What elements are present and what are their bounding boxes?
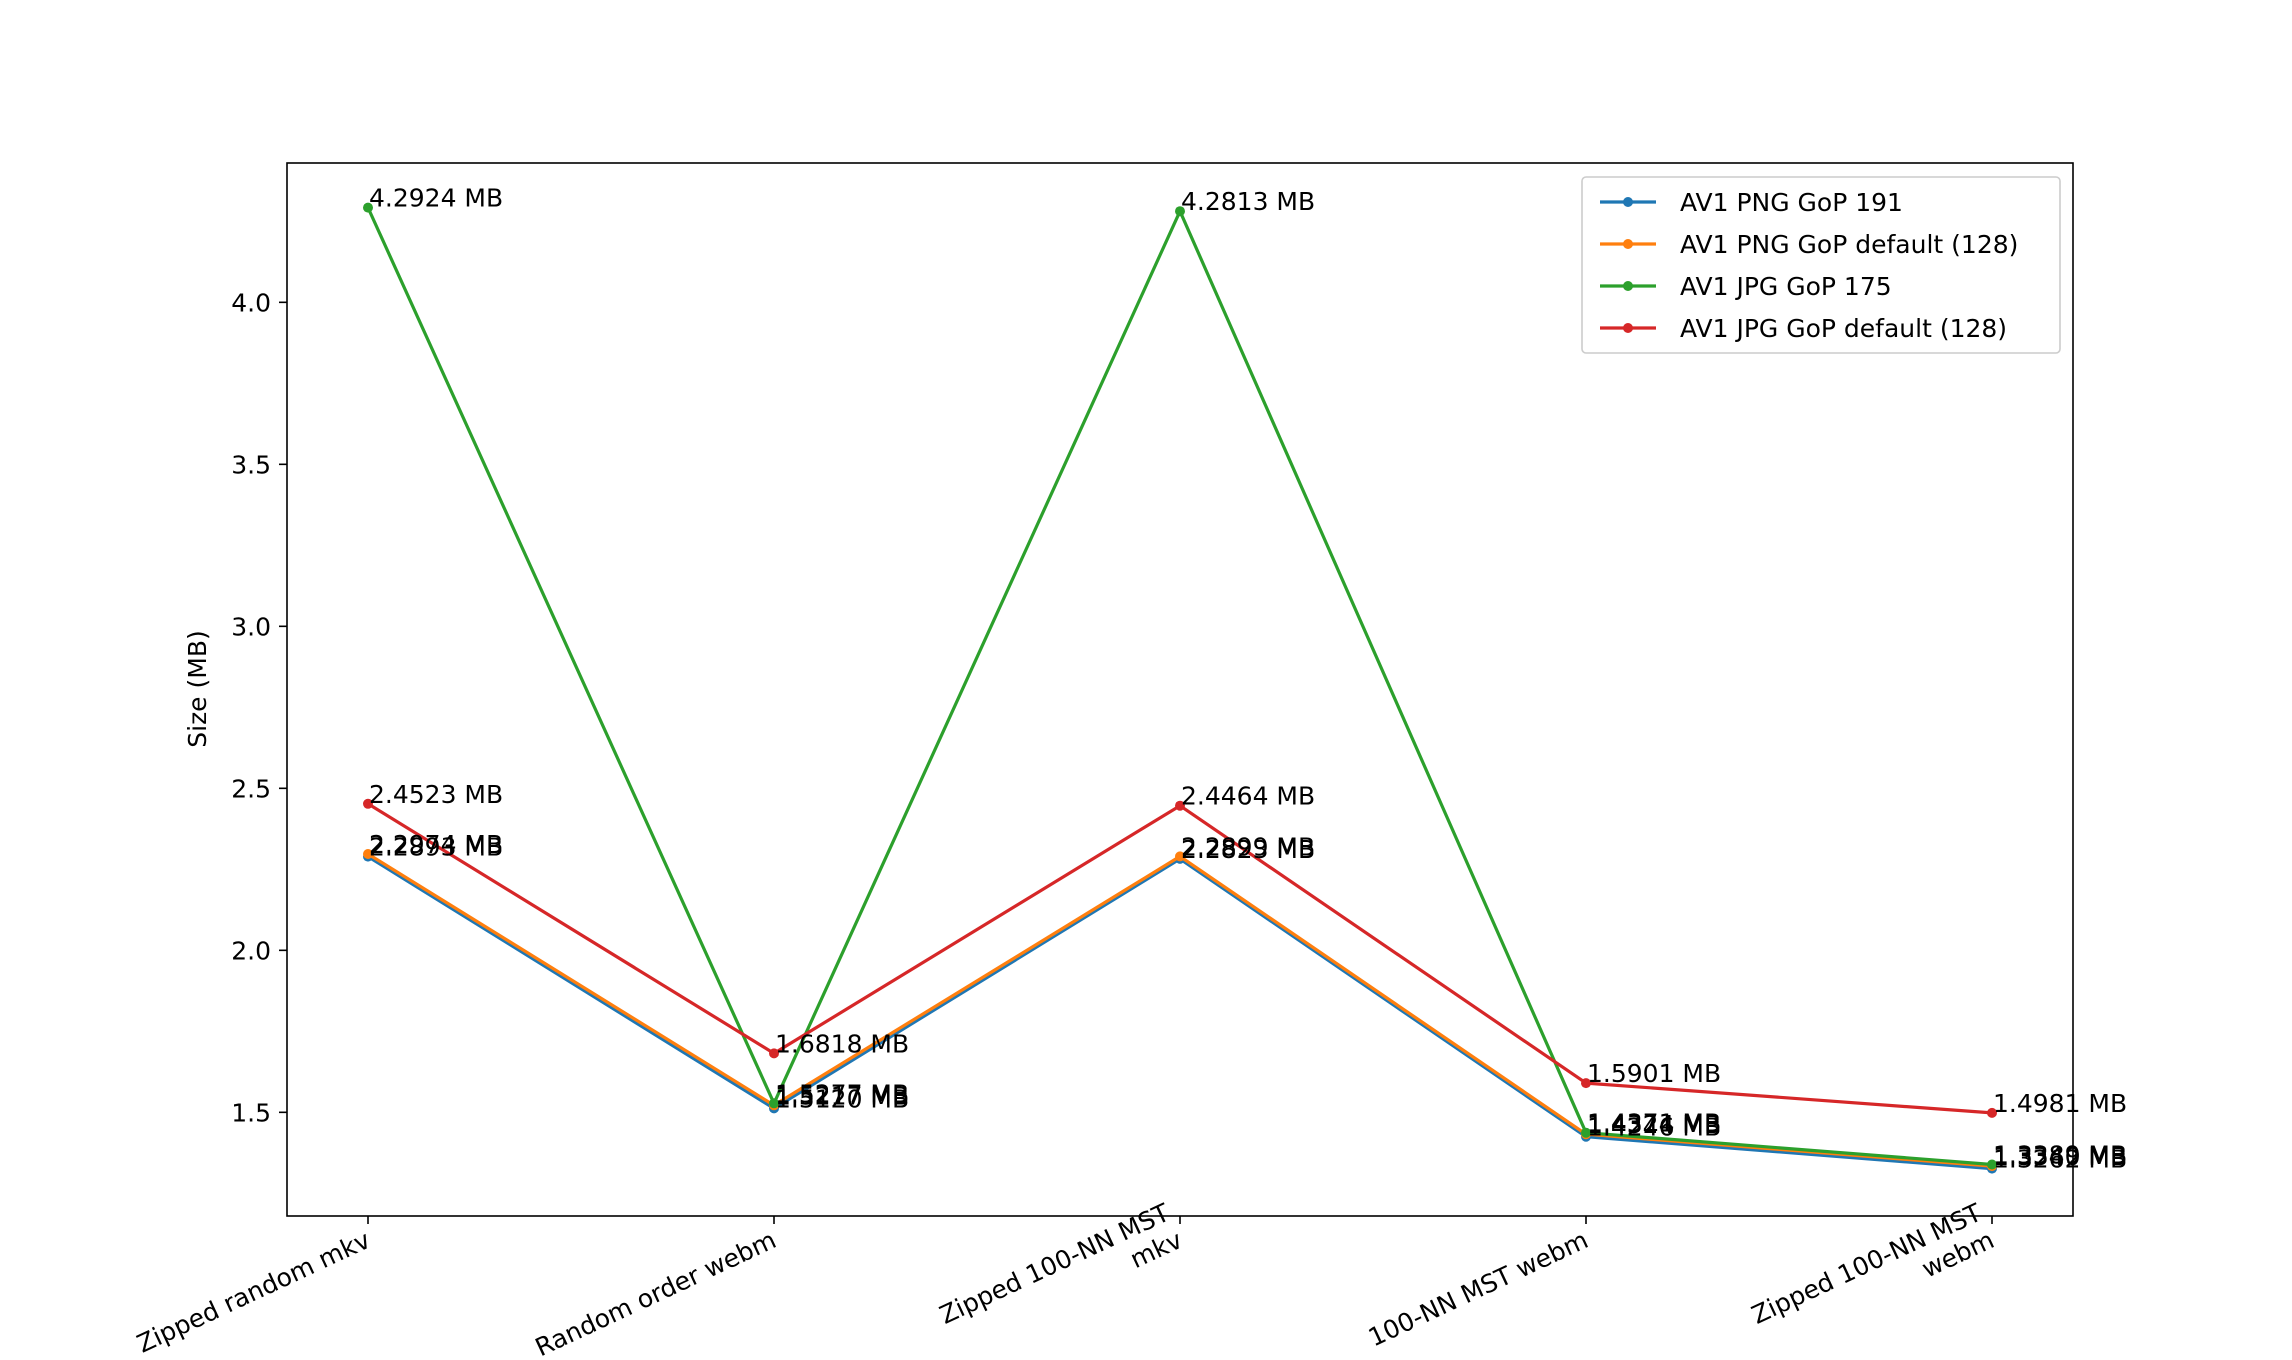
data-label: 1.5901 MB xyxy=(1587,1059,1721,1088)
data-label: 1.4371 MB xyxy=(1587,1109,1721,1138)
data-label: 1.3340 MB xyxy=(1993,1142,2127,1171)
series-4 xyxy=(363,798,1997,1118)
y-tick-label: 2.0 xyxy=(231,936,271,965)
data-label: 1.5217 MB xyxy=(775,1081,909,1110)
legend-label: AV1 PNG GoP 191 xyxy=(1680,188,1903,217)
legend-label: AV1 JPG GoP 175 xyxy=(1680,272,1892,301)
data-point xyxy=(1987,1107,1997,1118)
data-point xyxy=(769,1048,779,1059)
legend-label: AV1 JPG GoP default (128) xyxy=(1680,314,2007,343)
legend: AV1 PNG GoP 191 AV1 PNG GoP default (128)… xyxy=(1581,176,2061,354)
data-point xyxy=(1175,851,1185,862)
y-tick-label: 3.5 xyxy=(231,450,271,479)
data-label: 1.5120 MB xyxy=(775,1084,909,1113)
data-point xyxy=(363,849,373,859)
data-label: 1.4981 MB xyxy=(1993,1089,2127,1118)
data-label: 2.4464 MB xyxy=(1181,782,1315,811)
data-point xyxy=(769,1098,779,1109)
data-point xyxy=(1175,800,1185,811)
y-tick-label: 1.5 xyxy=(231,1098,271,1127)
legend-item: AV1 JPG GoP default (128) xyxy=(1600,314,2007,343)
legend-item: AV1 JPG GoP 175 xyxy=(1600,272,1892,301)
y-tick-label: 2.5 xyxy=(231,774,271,803)
data-label: 4.2924 MB xyxy=(369,184,503,213)
data-point xyxy=(363,202,373,213)
data-label: 2.2899 MB xyxy=(1181,832,1315,861)
data-label: 1.6818 MB xyxy=(775,1029,909,1058)
data-label: 1.3262 MB xyxy=(1993,1145,2127,1174)
y-tick-label: 3.0 xyxy=(231,612,271,641)
data-label: 2.2823 MB xyxy=(1181,835,1315,864)
data-label: 1.4246 MB xyxy=(1587,1113,1721,1142)
y-axis: 1.5 2.0 2.5 3.0 3.5 4.0 xyxy=(231,288,287,1127)
legend-marker xyxy=(1623,197,1633,207)
y-axis-title: Size (MB) xyxy=(183,630,212,748)
data-label: 1.4324 MB xyxy=(1587,1110,1721,1139)
legend-item: AV1 PNG GoP default (128) xyxy=(1600,230,2018,259)
data-label: 2.2974 MB xyxy=(369,830,503,859)
data-point xyxy=(1175,206,1185,217)
data-label: 1.5277 MB xyxy=(775,1079,909,1108)
data-point xyxy=(1581,1127,1591,1138)
legend-marker xyxy=(1623,281,1633,291)
legend-marker xyxy=(1623,239,1633,249)
legend-item: AV1 PNG GoP 191 xyxy=(1600,188,1903,217)
data-point xyxy=(1987,1159,1997,1170)
data-label: 2.2893 MB xyxy=(369,833,503,862)
legend-label: AV1 PNG GoP default (128) xyxy=(1680,230,2018,259)
data-label: 4.2813 MB xyxy=(1181,187,1315,216)
series-3 xyxy=(363,202,1997,1170)
data-label: 1.3389 MB xyxy=(1993,1141,2127,1170)
y-tick-label: 4.0 xyxy=(231,288,271,317)
data-point xyxy=(363,798,373,809)
series-layer xyxy=(363,202,1997,1174)
data-label-layer: 2.2893 MB 1.5120 MB 2.2823 MB 1.4246 MB 1.32… xyxy=(369,184,2127,1174)
legend-box xyxy=(1581,176,2061,354)
data-label: 2.4523 MB xyxy=(369,780,503,809)
legend-marker xyxy=(1623,323,1633,333)
data-point xyxy=(1581,1078,1591,1089)
